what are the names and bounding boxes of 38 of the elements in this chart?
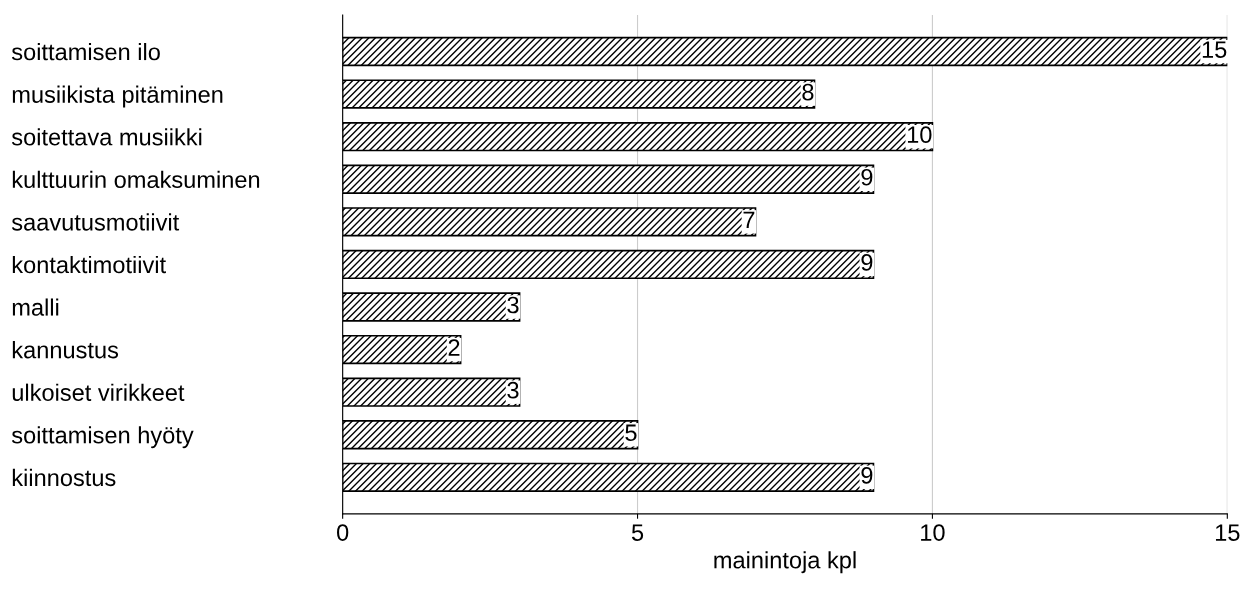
- x-axis-title: mainintoja kpl: [714, 551, 856, 574]
- data-label: 7: [743, 211, 755, 228]
- y-tick-label: soitettava musiikki: [11, 128, 202, 146]
- data-label: 10: [907, 126, 932, 144]
- data-label: 2: [448, 339, 460, 356]
- y-tick-label: soittamisen ilo: [11, 42, 160, 61]
- bar: [342, 420, 639, 450]
- bar: [342, 377, 521, 407]
- x-tick-label: 5: [631, 524, 644, 541]
- y-tick-label: kulttuurin omaksuminen: [12, 170, 260, 189]
- data-label: 3: [507, 381, 519, 399]
- y-tick-label: malli: [12, 298, 59, 316]
- y-tick-label: kiinnostus: [12, 468, 116, 487]
- x-tick-label: 0: [337, 524, 349, 541]
- bar: [342, 334, 462, 365]
- data-label: 9: [861, 254, 873, 271]
- bar: [342, 36, 1228, 67]
- bar: [342, 462, 875, 493]
- data-label: 8: [802, 83, 814, 101]
- data-label: 5: [625, 424, 637, 442]
- y-tick-label: musiikista pitäminen: [12, 85, 223, 108]
- data-label: 3: [507, 296, 519, 314]
- y-tick-label: ulkoiset virikkeet: [12, 383, 185, 401]
- bar: [342, 207, 757, 237]
- y-tick-label: kontaktimotiivit: [12, 255, 166, 274]
- bar: [342, 122, 934, 152]
- bar: [342, 164, 875, 194]
- data-label: 15: [1202, 41, 1227, 58]
- x-tick-label: 10: [921, 524, 945, 541]
- bar: [342, 292, 521, 322]
- bar: [342, 79, 816, 109]
- bar: [342, 249, 875, 280]
- y-tick-label: saavutusmotiivit: [11, 213, 180, 231]
- data-label: 9: [861, 466, 873, 484]
- y-tick-label: soittamisen hyöty: [11, 426, 194, 449]
- data-label: 9: [861, 168, 873, 186]
- x-tick-label: 15: [1215, 524, 1240, 541]
- y-tick-label: kannustus: [12, 341, 119, 359]
